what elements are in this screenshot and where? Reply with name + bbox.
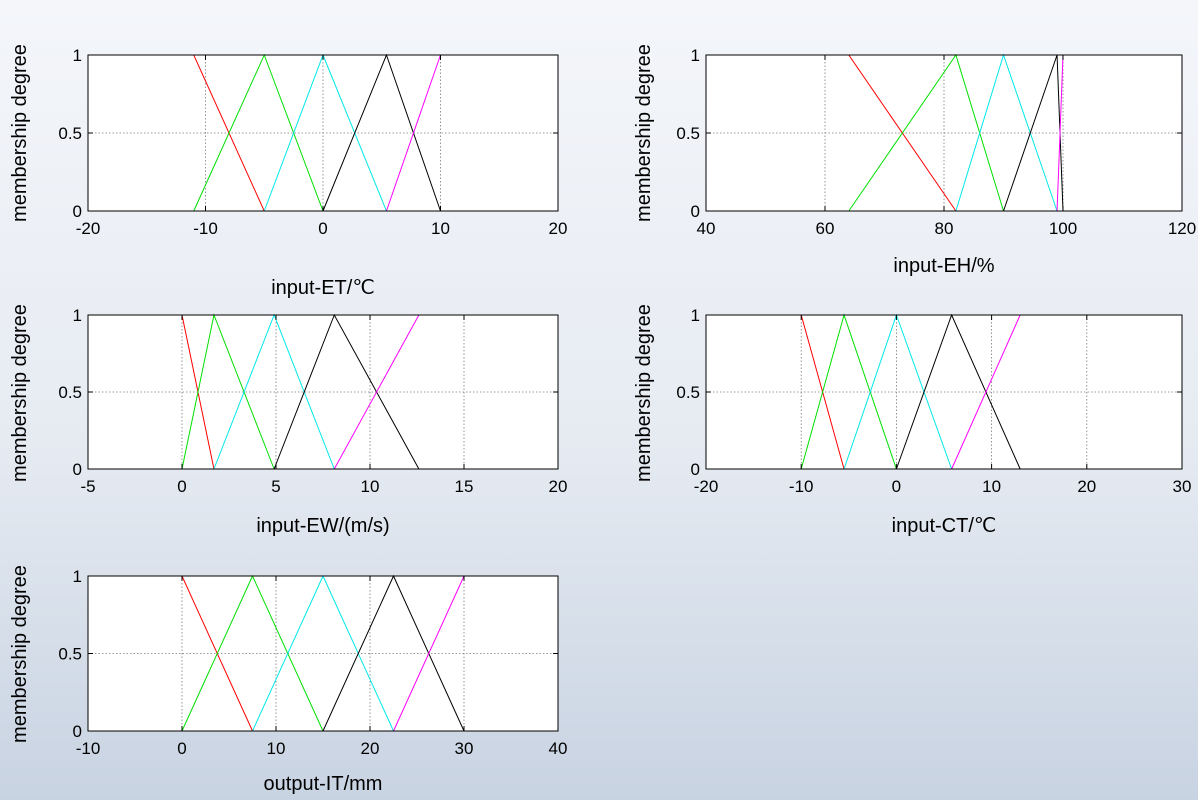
x-tick-label: 40 (549, 739, 568, 758)
y-tick-label: 0 (691, 202, 700, 221)
y-tick-label: 1 (691, 306, 700, 325)
y-axis-label: membership degree (9, 304, 31, 482)
x-axis-label: output-IT/mm (264, 773, 383, 795)
x-tick-label: 20 (549, 219, 568, 238)
x-tick-label: 0 (892, 477, 901, 496)
x-tick-label: 0 (177, 477, 186, 496)
x-tick-label: -5 (80, 477, 95, 496)
y-axis-label: membership degree (633, 44, 655, 222)
x-axis-label: input-CT/℃ (892, 515, 997, 537)
x-tick-label: 5 (271, 477, 280, 496)
x-tick-label: 10 (982, 477, 1001, 496)
x-tick-label: -10 (789, 477, 814, 496)
x-axis-label: input-EW/(m/s) (256, 515, 389, 537)
x-tick-label: -10 (193, 219, 218, 238)
x-tick-label: 10 (267, 739, 286, 758)
subplot-et: -20 -10 0 10 20 0 0.5 1 input-ET/℃ membership deg… (9, 44, 567, 299)
x-tick-label: 30 (455, 739, 474, 758)
y-tick-label: 0.5 (58, 645, 82, 664)
y-tick-label: 1 (691, 46, 700, 65)
x-tick-label: 40 (697, 219, 716, 238)
x-tick-label: 0 (177, 739, 186, 758)
x-tick-label: 60 (816, 219, 835, 238)
y-tick-label: 0.5 (676, 124, 700, 143)
x-axis-label: input-ET/℃ (271, 277, 375, 299)
subplot-it: -10 0 10 20 30 4000.51output-IT/mmmembership … (9, 565, 567, 795)
y-tick-label: 1 (73, 567, 82, 586)
x-tick-label: 120 (1168, 219, 1196, 238)
y-tick-label: 1 (73, 46, 82, 65)
x-tick-label: -20 (76, 219, 101, 238)
x-tick-label: 80 (935, 219, 954, 238)
y-tick-label: 0 (73, 722, 82, 741)
x-tick-label: 20 (549, 477, 568, 496)
x-tick-label: 100 (1049, 219, 1077, 238)
subplot-ew: -5 0 5 10 15 2000.51input-EW/(m/s)membership … (9, 304, 567, 537)
y-tick-label: 1 (73, 306, 82, 325)
y-tick-label: 0.5 (676, 383, 700, 402)
y-tick-label: 0 (73, 460, 82, 479)
y-axis-label: membership degree (9, 565, 31, 743)
x-tick-label: 30 (1173, 477, 1192, 496)
x-tick-label: 10 (431, 219, 450, 238)
y-axis-label: membership degree (633, 304, 655, 482)
y-tick-label: 0 (73, 202, 82, 221)
y-tick-label: 0.5 (58, 124, 82, 143)
subplot-ct: -20 -10 0 10 20 30 0 0.5 1 input-CT/℃ membership d… (633, 304, 1191, 537)
x-tick-label: 0 (318, 219, 327, 238)
y-tick-label: 0.5 (58, 383, 82, 402)
y-axis-label: membership degree (9, 44, 31, 222)
x-tick-label: 20 (1077, 477, 1096, 496)
x-tick-label: 15 (455, 477, 474, 496)
x-tick-label: -20 (694, 477, 719, 496)
x-axis-label: input-EH/% (893, 255, 994, 277)
y-tick-label: 0 (691, 460, 700, 479)
x-tick-label: 20 (361, 739, 380, 758)
x-tick-label: -10 (76, 739, 101, 758)
x-tick-label: 10 (361, 477, 380, 496)
subplot-eh: 40 60 80 100 120 0 0.5 1 input-EH/% membership de… (633, 44, 1196, 277)
membership-curve-5 (1056, 54, 1064, 212)
